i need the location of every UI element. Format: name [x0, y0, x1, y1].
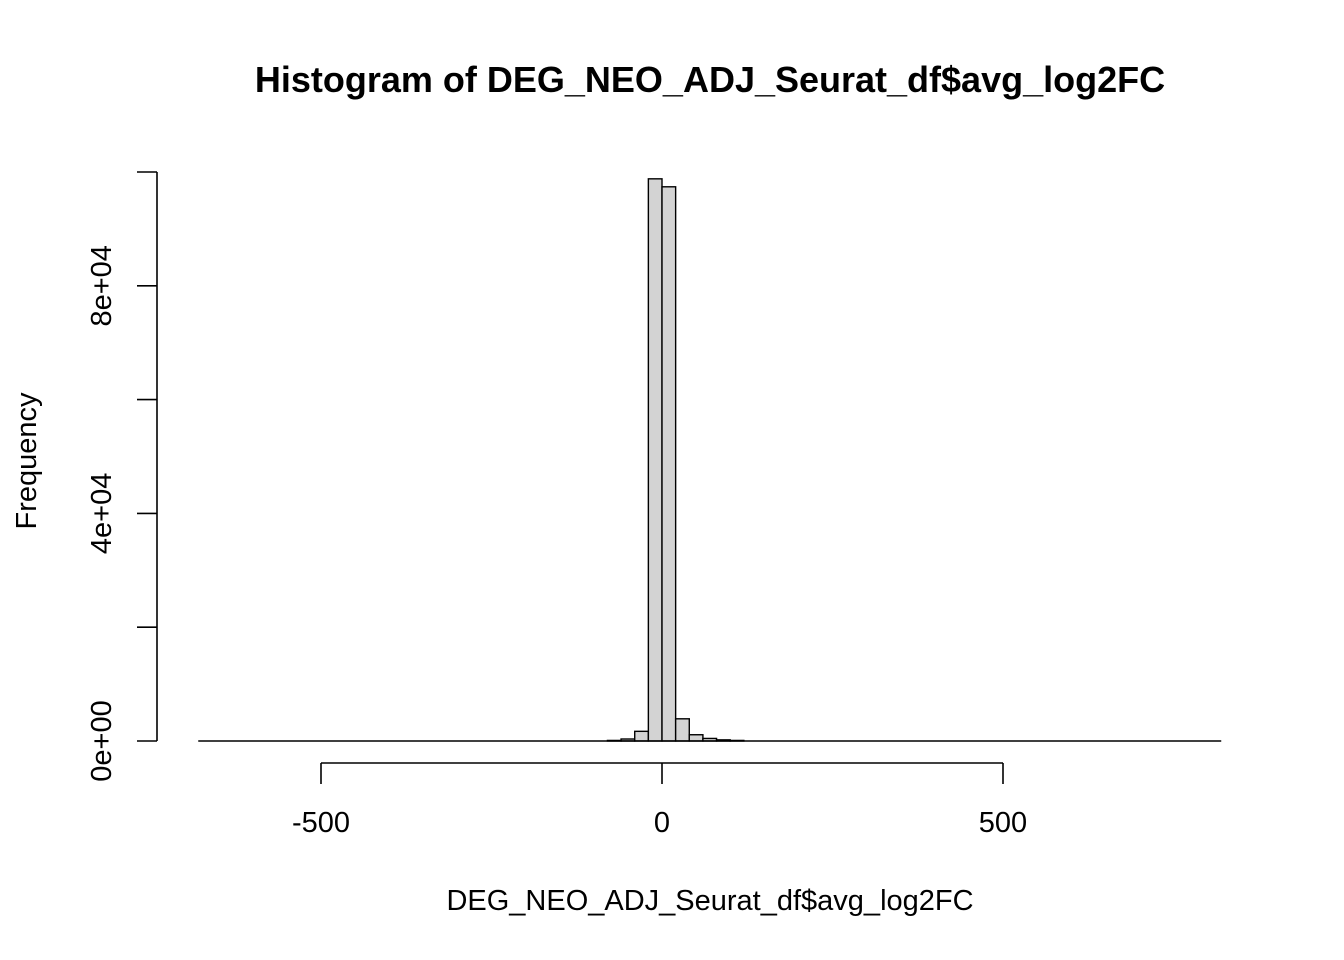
y-axis-label: Frequency: [11, 392, 43, 530]
x-tick-label: 500: [979, 807, 1027, 839]
x-axis: -500 0 500: [292, 762, 1027, 839]
x-tick-label: -500: [292, 807, 350, 839]
chart-title: Histogram of DEG_NEO_ADJ_Seurat_df$avg_l…: [255, 59, 1165, 100]
x-tick-label: 0: [654, 807, 670, 839]
histogram-bar: [688, 734, 704, 742]
bars-group: [606, 178, 745, 742]
histogram-bar: [674, 718, 690, 742]
histogram-bar: [661, 186, 677, 742]
y-tick-label: 4e+04: [86, 473, 118, 554]
y-tick-label: 0e+00: [86, 700, 118, 781]
y-tick-label: 8e+04: [86, 245, 118, 326]
x-axis-label: DEG_NEO_ADJ_Seurat_df$avg_log2FC: [446, 885, 973, 917]
y-axis: 0e+00 4e+04 8e+04: [86, 171, 158, 782]
histogram-bar: [647, 178, 663, 742]
histogram-bar: [634, 730, 650, 742]
